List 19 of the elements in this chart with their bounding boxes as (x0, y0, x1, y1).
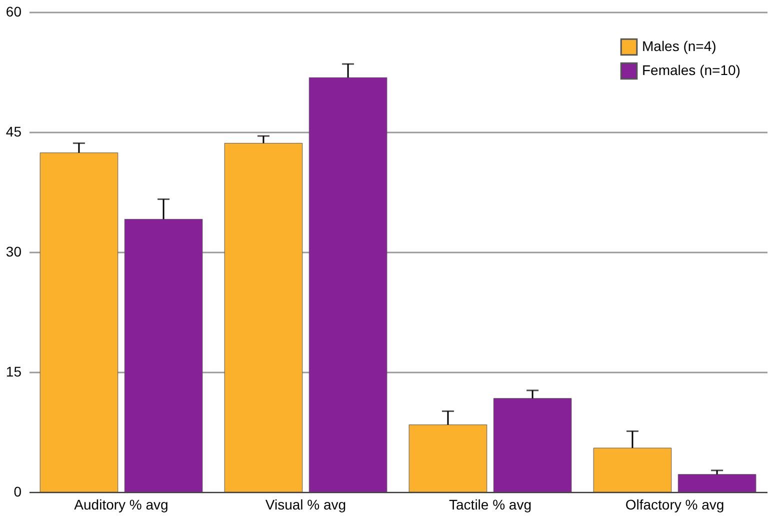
bar (408, 424, 488, 492)
y-tick-label: 60 (6, 4, 22, 20)
legend-label: Females (n=10) (642, 62, 740, 78)
x-tick-label: Auditory % avg (74, 496, 168, 512)
bar (678, 474, 756, 492)
bar (593, 448, 672, 492)
x-tick-label: Visual % avg (265, 496, 346, 512)
y-tick-label: 0 (14, 484, 22, 500)
y-tick-label: 15 (6, 364, 22, 380)
x-tick-label: Olfactory % avg (625, 496, 724, 512)
bar (308, 77, 388, 492)
y-tick-label: 30 (6, 244, 22, 260)
bar (224, 142, 303, 492)
y-tick-label: 45 (6, 124, 22, 140)
bar (124, 218, 203, 492)
x-tick-label: Tactile % avg (449, 496, 532, 512)
bar (40, 152, 118, 492)
bar (493, 398, 572, 492)
legend-label: Males (n=4) (642, 38, 716, 54)
